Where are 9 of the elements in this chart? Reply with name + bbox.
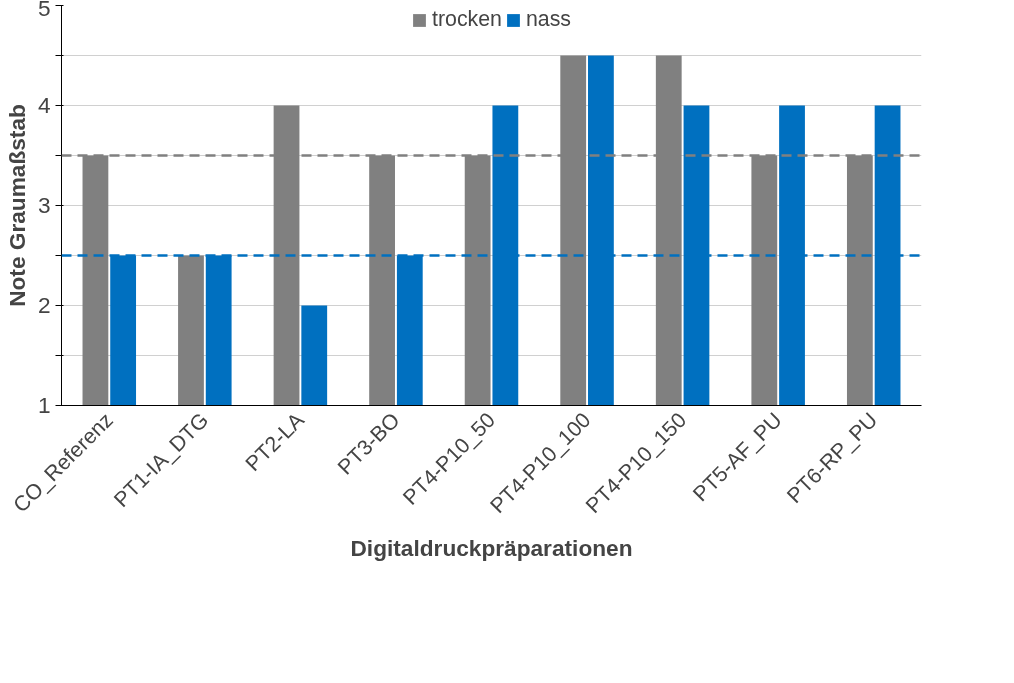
y-tick-label: 5 [37, 0, 51, 21]
y-tick-label: 2 [37, 292, 51, 318]
y-tick-label: 4 [37, 92, 51, 118]
y-tick-label: 3 [37, 192, 51, 218]
y-tick-label: 1 [37, 392, 51, 418]
y-axis-title: Note Graumaßstab [3, 104, 30, 307]
legend-label: trocken [431, 7, 502, 32]
x-axis-title: Digitaldruckpräparationen [350, 534, 633, 561]
legend-label: nass [525, 7, 572, 32]
